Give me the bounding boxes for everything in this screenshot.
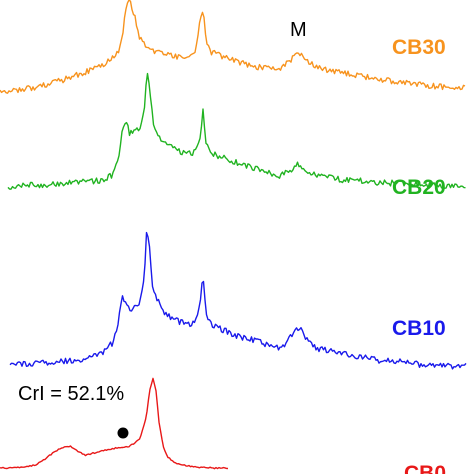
series-line-cb30 [0, 0, 466, 94]
series-traces [0, 0, 467, 470]
series-line-cb0 [0, 377, 229, 470]
amorphous-peak-dot [117, 427, 129, 439]
series-line-cb20 [7, 72, 466, 190]
series-label-cb10: CB10 [392, 317, 446, 340]
series-labels: CB30 CB20 CB10 CB0 [392, 36, 446, 474]
series-line-cb10 [9, 231, 467, 370]
series-label-cb0: CB0 [404, 462, 446, 474]
crystallinity-annotation: CrI = 52.1% [18, 383, 124, 405]
series-label-cb30: CB30 [392, 36, 446, 59]
series-label-cb20: CB20 [392, 176, 446, 199]
peak-marker-label: M [290, 19, 307, 41]
